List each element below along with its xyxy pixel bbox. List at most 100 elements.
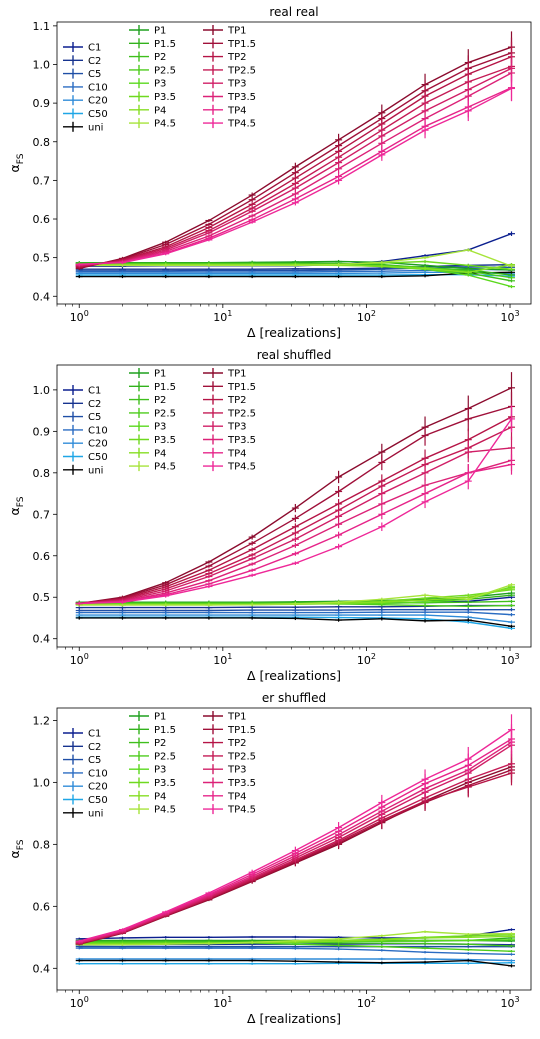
y-tick-label: 0.8 <box>33 838 51 851</box>
legend-label: P2.5 <box>154 408 176 419</box>
series-TP4.5 <box>75 714 515 943</box>
chart-panel-3: er shuffled 0.4 0.6 0.8 1.0 1.2 100 101 102 103 Δ … <box>7 691 532 1026</box>
legend-label: P1 <box>154 712 166 723</box>
y-tick-label: 0.6 <box>33 213 51 226</box>
legend-item: P3 <box>129 78 166 90</box>
legend-item: TP1 <box>203 368 247 380</box>
legend-item: C50 <box>63 451 108 463</box>
legend-item: P3.5 <box>129 434 176 446</box>
legend-label: TP3 <box>227 765 247 776</box>
legend-label: TP2 <box>227 52 247 63</box>
series-C20 <box>75 613 515 624</box>
legend-item: P1.5 <box>129 38 176 50</box>
chart-title: real shuffled <box>257 348 332 362</box>
series-TP3 <box>75 730 515 945</box>
legend-item: TP3 <box>203 78 247 90</box>
legend-item: TP3.5 <box>203 777 256 789</box>
legend-item: P2 <box>129 737 166 749</box>
x-axis-label: Δ [realizations] <box>247 1011 341 1026</box>
legend-label: C10 <box>88 425 108 436</box>
plot-area <box>56 707 532 991</box>
legend-label: TP1.5 <box>227 39 256 50</box>
legend-item: P1.5 <box>129 381 176 393</box>
legend-label: P3.5 <box>154 435 176 446</box>
legend-label: P4.5 <box>154 805 176 816</box>
legend-item: P3.5 <box>129 777 176 789</box>
legend-item: P1 <box>129 711 166 723</box>
legend-item: TP3.5 <box>203 434 256 446</box>
legend-item: TP1 <box>203 25 247 37</box>
plot-area <box>56 21 532 305</box>
legend-item: TP1 <box>203 711 247 723</box>
legend-item: TP2.5 <box>203 64 256 76</box>
legend-label: C50 <box>88 452 108 463</box>
legend-item: P3.5 <box>129 91 176 103</box>
legend-item: uni <box>63 807 103 819</box>
legend-label: TP1.5 <box>227 725 256 736</box>
series-uni <box>75 959 515 968</box>
legend-item: TP2 <box>203 51 247 63</box>
y-tick-label: 0.4 <box>33 290 51 303</box>
legend-item: P2.5 <box>129 64 176 76</box>
legend-label: C10 <box>88 768 108 779</box>
legend-item: C1 <box>63 42 101 54</box>
legend-label: TP3 <box>227 422 247 433</box>
legend-label: P1.5 <box>154 39 176 50</box>
y-tick-label: 0.9 <box>33 425 51 438</box>
legend-label: C20 <box>88 96 108 107</box>
legend-item: P2.5 <box>129 407 176 419</box>
x-tick-label: 102 <box>357 995 376 1010</box>
x-tick-label: 101 <box>213 995 232 1010</box>
legend-label: TP2 <box>227 395 247 406</box>
legend-label: C5 <box>88 755 101 766</box>
legend-item: C2 <box>63 55 101 67</box>
legend-label: P2 <box>154 738 166 749</box>
chart-panel-1: real real 0.4 0.5 0.6 0.7 0.8 0.9 1.0 1.1 100 101 1… <box>7 5 532 340</box>
legend-label: TP4.5 <box>227 119 256 130</box>
legend-label: TP3.5 <box>227 435 256 446</box>
x-tick-label: 101 <box>213 309 232 324</box>
legend-label: P3 <box>154 765 166 776</box>
legend-label: TP4 <box>227 105 247 116</box>
legend-item: C10 <box>63 767 108 779</box>
legend-item: C5 <box>63 754 101 766</box>
legend-label: C1 <box>88 386 101 397</box>
series-C50 <box>75 961 515 965</box>
series-line <box>79 741 512 943</box>
legend-label: TP4 <box>227 448 247 459</box>
legend-label: C2 <box>88 742 101 753</box>
legend-item: P4.5 <box>129 804 176 816</box>
legend-item: C50 <box>63 794 108 806</box>
x-tick-label: 102 <box>357 309 376 324</box>
legend-label: C50 <box>88 109 108 120</box>
legend-item: C20 <box>63 95 108 107</box>
x-tick-label: 103 <box>500 652 519 667</box>
series-TP4.5 <box>75 75 515 266</box>
legend-label: P4 <box>154 105 166 116</box>
legend-item: C1 <box>63 728 101 740</box>
legend-label: P4 <box>154 448 166 459</box>
y-tick-label: 1.0 <box>33 776 51 789</box>
legend-item: C20 <box>63 781 108 793</box>
legend-label: C10 <box>88 82 108 93</box>
legend-label: P1 <box>154 26 166 37</box>
legend-label: P2 <box>154 395 166 406</box>
legend-label: P3 <box>154 422 166 433</box>
legend-item: C10 <box>63 81 108 93</box>
series-P4.5 <box>75 583 515 607</box>
y-tick-label: 0.8 <box>33 467 51 480</box>
x-axis-label: Δ [realizations] <box>247 668 341 683</box>
series-line <box>79 387 512 605</box>
legend-label: C5 <box>88 69 101 80</box>
legend-label: TP2 <box>227 738 247 749</box>
legend-item: TP2.5 <box>203 750 256 762</box>
legend-item: C5 <box>63 411 101 423</box>
y-tick-label: 0.6 <box>33 900 51 913</box>
y-tick-label: 0.4 <box>33 962 51 975</box>
legend-label: TP1.5 <box>227 382 256 393</box>
y-tick-label: 1.0 <box>33 384 51 397</box>
legend-item: TP4.5 <box>203 118 256 130</box>
legend-item: uni <box>63 464 103 476</box>
legend-item: TP4 <box>203 790 247 802</box>
